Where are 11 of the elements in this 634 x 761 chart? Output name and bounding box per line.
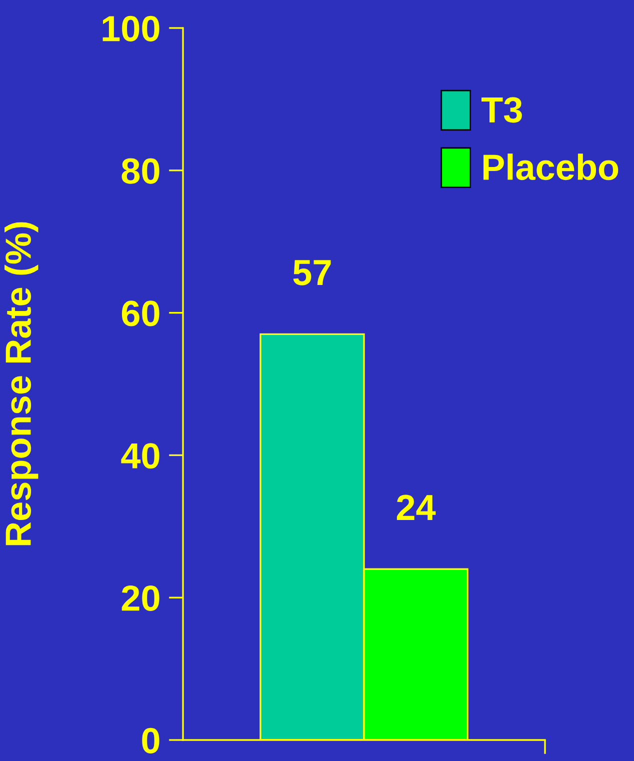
data-label: 24	[396, 494, 436, 520]
y-tick-label: 100	[102, 16, 160, 42]
y-tick-label: 40	[121, 443, 160, 469]
y-tick-label: 80	[122, 158, 160, 184]
data-label: 57	[293, 260, 331, 286]
y-tick-label: 60	[122, 300, 160, 326]
y-axis-title: Response Rate (%)	[4, 222, 38, 546]
legend-label: Placebo	[483, 154, 618, 180]
y-tick-label: 0	[142, 728, 160, 754]
legend-label: T3	[481, 97, 522, 123]
y-tick-label: 20	[122, 585, 160, 612]
